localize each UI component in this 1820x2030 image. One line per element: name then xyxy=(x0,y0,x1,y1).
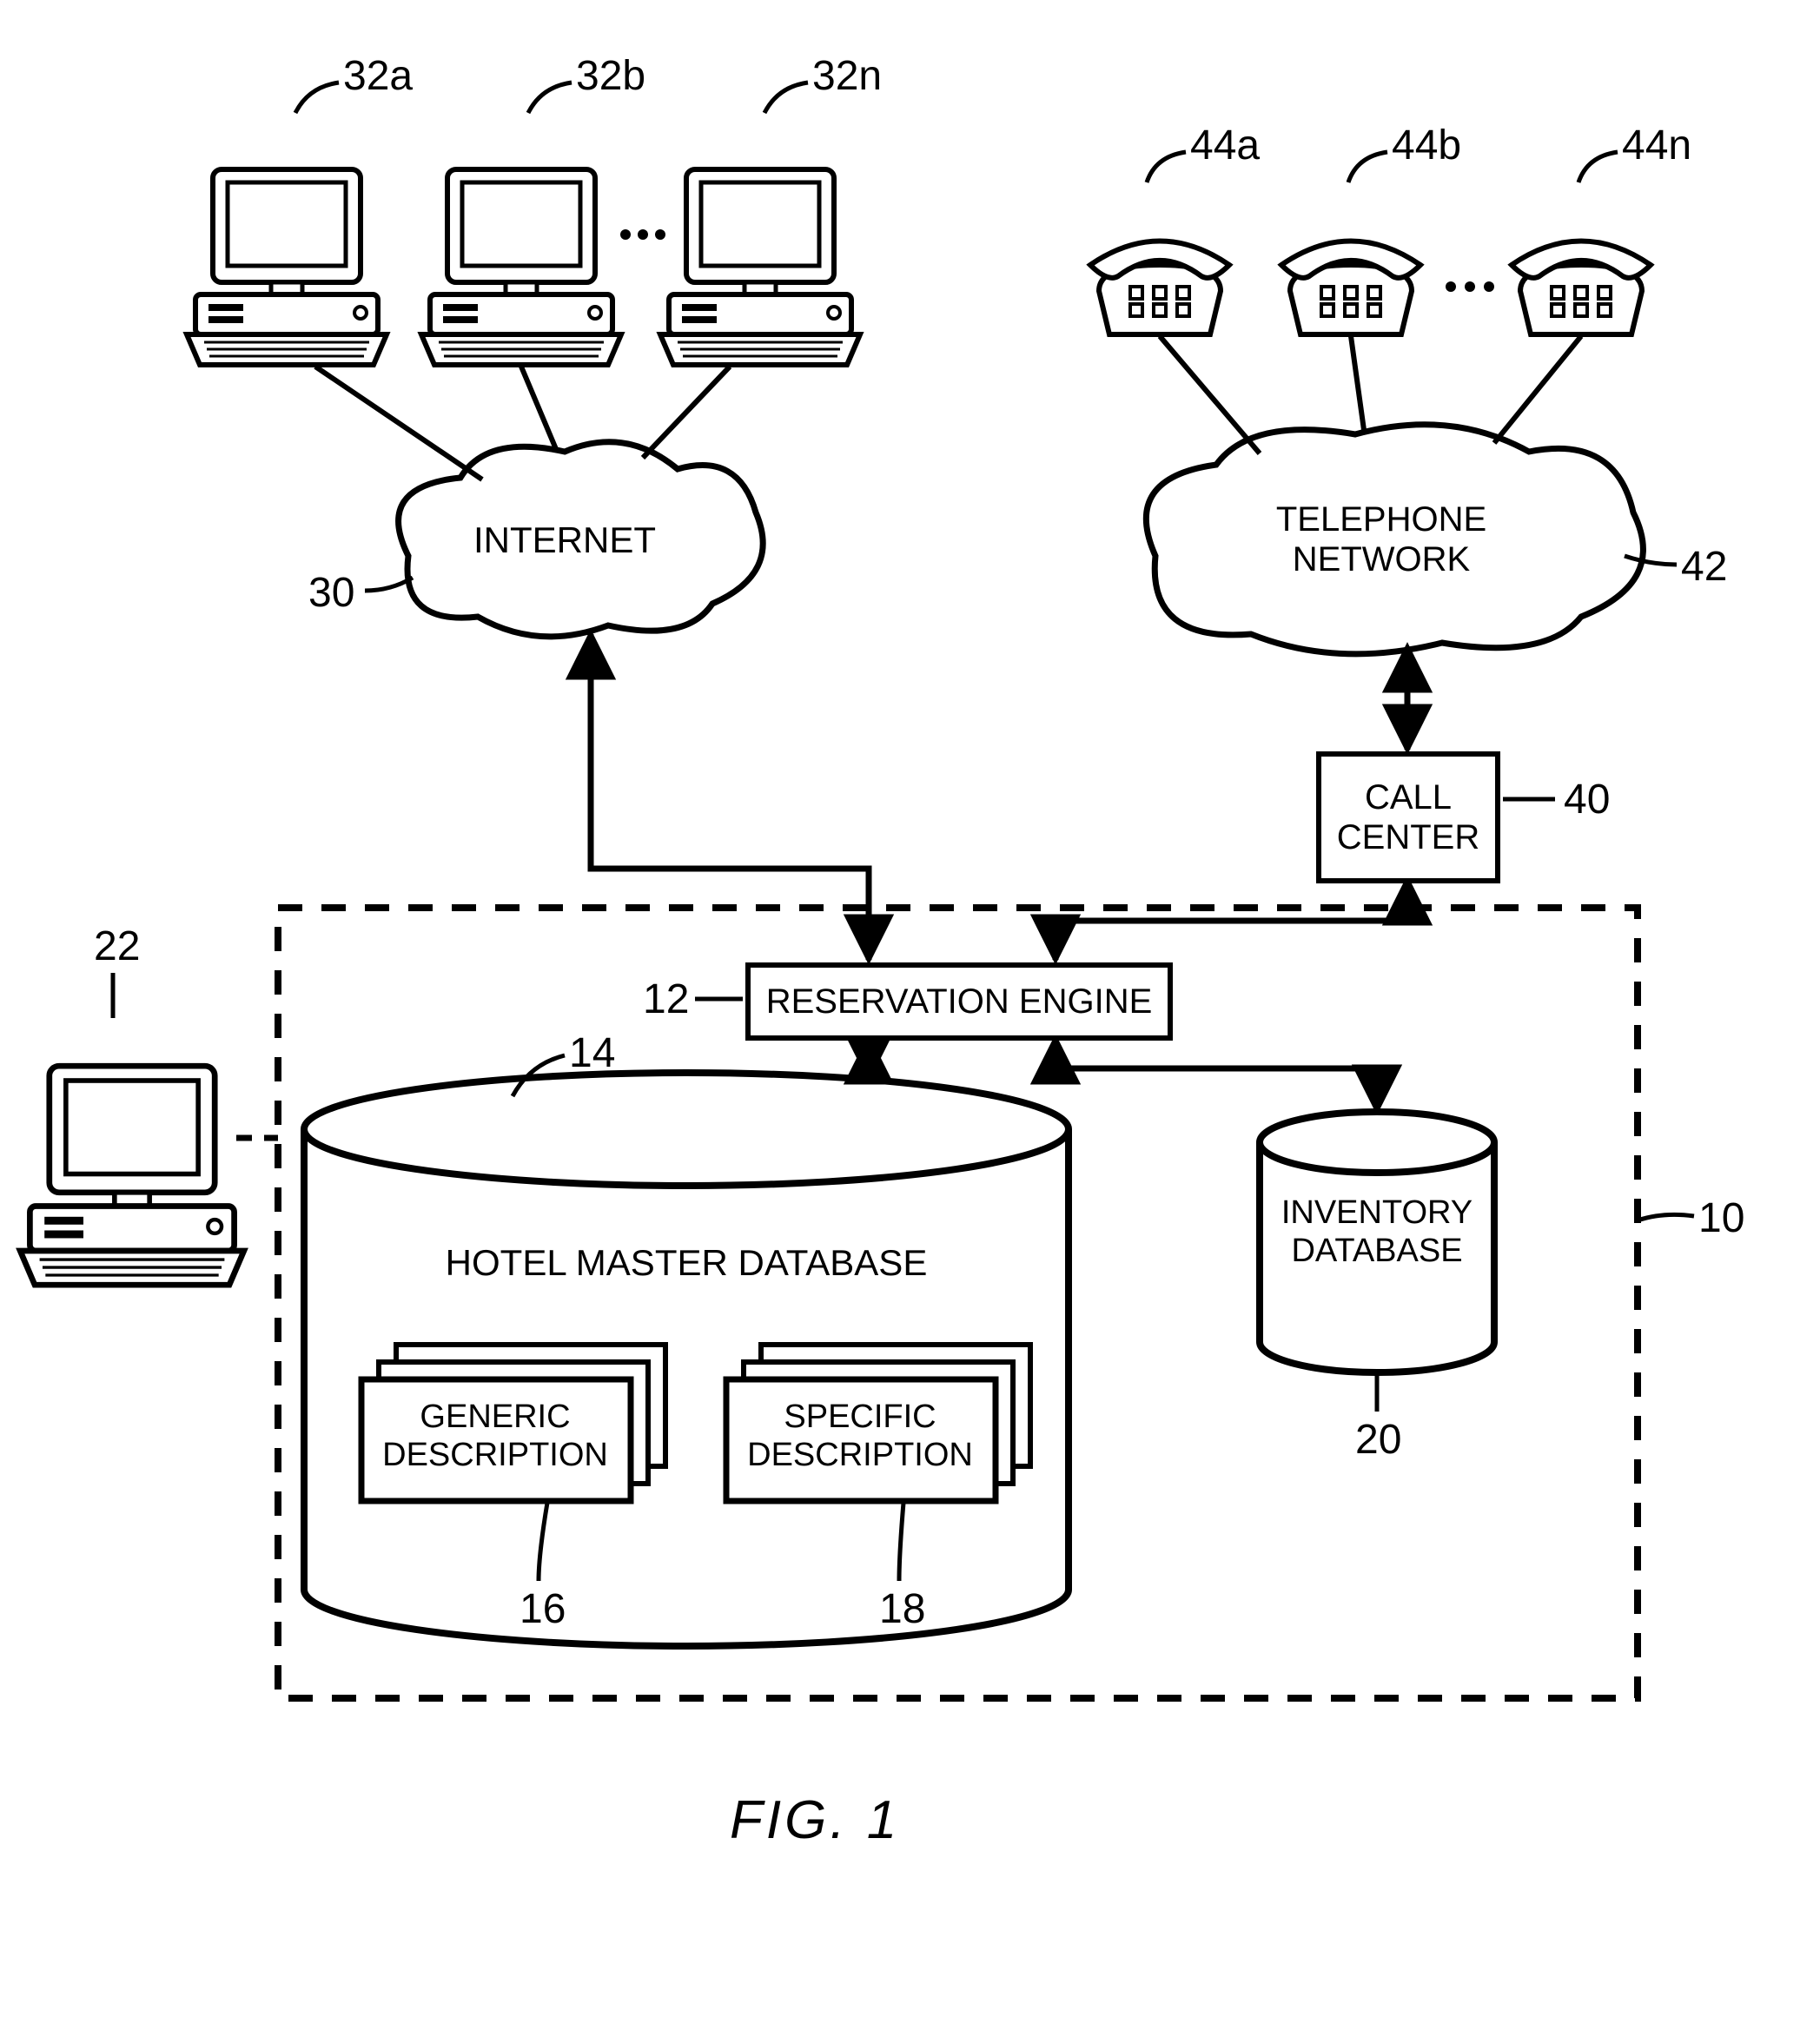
ref-30: 30 xyxy=(308,569,354,617)
ref-32b: 32b xyxy=(576,52,645,100)
telnet-label: TELEPHONE NETWORK xyxy=(1242,499,1520,579)
call-center-box: CALL CENTER xyxy=(1316,751,1500,883)
leader xyxy=(764,83,808,113)
leader xyxy=(1578,152,1618,182)
internet-label: INTERNET xyxy=(469,519,660,561)
computer-icon xyxy=(20,1066,244,1285)
specific-label: SPECIFIC DESCRIPTION xyxy=(730,1399,990,1474)
generic-label: GENERIC DESCRIPTION xyxy=(365,1399,625,1474)
ref-14: 14 xyxy=(569,1029,615,1077)
reservation-engine-label: RESERVATION ENGINE xyxy=(766,982,1153,1022)
inventory-label: INVENTORY DATABASE xyxy=(1273,1194,1481,1270)
ref-10: 10 xyxy=(1698,1194,1744,1242)
leader xyxy=(1348,152,1387,182)
ref-44b: 44b xyxy=(1392,122,1461,169)
ellipsis-computers xyxy=(620,229,665,240)
leader xyxy=(1638,1214,1694,1220)
phone-icon xyxy=(1090,241,1229,335)
phone-icon xyxy=(1512,241,1651,335)
computer-icon xyxy=(421,169,621,365)
reservation-engine-box: RESERVATION ENGINE xyxy=(745,962,1173,1041)
ref-20: 20 xyxy=(1355,1416,1401,1464)
diagram-canvas: CALL CENTER RESERVATION ENGINE INTERNET … xyxy=(0,0,1820,2030)
edge xyxy=(1351,336,1364,430)
ellipsis-phones xyxy=(1446,281,1494,292)
ref-12: 12 xyxy=(643,975,689,1023)
computer-icon xyxy=(660,169,860,365)
ref-32n: 32n xyxy=(812,52,882,100)
leader xyxy=(295,83,339,113)
ref-22: 22 xyxy=(94,922,140,970)
hmdb-label: HOTEL MASTER DATABASE xyxy=(443,1242,930,1284)
ref-40: 40 xyxy=(1564,776,1610,823)
ref-42: 42 xyxy=(1681,543,1727,591)
computer-icon xyxy=(187,169,387,365)
phone-icon xyxy=(1281,241,1420,335)
leader xyxy=(1147,152,1186,182)
edge xyxy=(315,367,482,479)
edge-callcenter-resengine xyxy=(1056,880,1407,960)
ref-18: 18 xyxy=(879,1585,925,1633)
edge xyxy=(643,367,730,458)
ref-44n: 44n xyxy=(1622,122,1691,169)
figure-caption: FIG. 1 xyxy=(730,1789,900,1851)
call-center-label: CALL CENTER xyxy=(1321,777,1495,857)
ref-32a: 32a xyxy=(343,52,413,100)
leader xyxy=(528,83,572,113)
edge xyxy=(1160,336,1260,453)
ref-44a: 44a xyxy=(1190,122,1260,169)
ref-16: 16 xyxy=(520,1585,566,1633)
leader xyxy=(365,578,413,591)
edge xyxy=(1494,336,1581,443)
edge xyxy=(521,367,556,449)
edge-resengine-inventory xyxy=(1056,1039,1377,1110)
